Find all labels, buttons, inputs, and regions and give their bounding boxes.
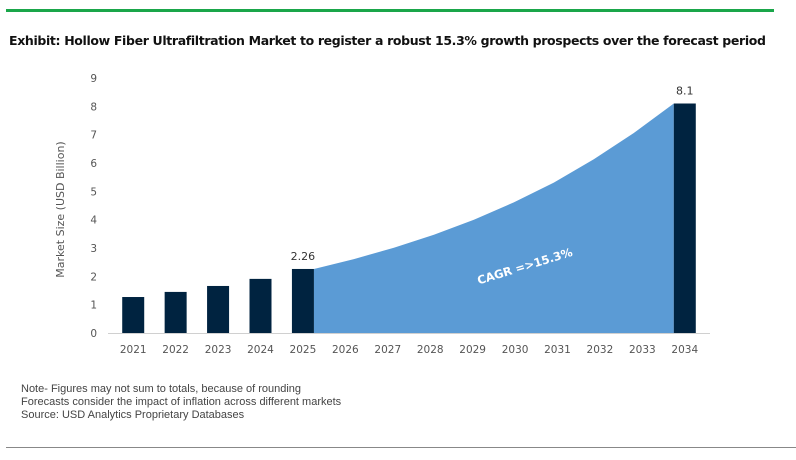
bottom-rule — [6, 447, 796, 448]
exhibit-title: Exhibit: Hollow Fiber Ultrafiltration Ma… — [9, 33, 766, 48]
note-source: Source: USD Analytics Proprietary Databa… — [21, 409, 245, 421]
note-rounding: Note- Figures may not sum to totals, bec… — [21, 383, 302, 395]
y-tick-label: 0 — [90, 328, 97, 340]
x-tick-label: 2024 — [247, 344, 274, 356]
x-tick-label: 2021 — [120, 344, 147, 356]
y-tick-label: 9 — [90, 73, 97, 85]
x-tick-label: 2030 — [502, 344, 529, 356]
x-tick-label: 2033 — [629, 344, 656, 356]
y-tick-label: 4 — [90, 215, 97, 227]
x-tick-label: 2023 — [205, 344, 232, 356]
x-tick-label: 2026 — [332, 344, 359, 356]
bars-layer — [122, 103, 696, 333]
x-tick-label: 2029 — [459, 344, 486, 356]
y-tick-label: 1 — [90, 300, 97, 312]
y-tick-label: 7 — [90, 130, 97, 142]
x-tick-label: 2034 — [671, 344, 698, 356]
y-axis-label: Market Size (USD Billion) — [54, 141, 67, 277]
y-tick-label: 8 — [90, 101, 97, 113]
x-tick-label: 2031 — [544, 344, 571, 356]
y-axis-ticks: 0 1 2 3 4 5 6 7 8 9 — [90, 73, 97, 340]
forecast-growth-area — [313, 103, 674, 333]
bar-2023 — [207, 285, 230, 333]
note-inflation: Forecasts consider the impact of inflati… — [21, 396, 342, 408]
bar-2021 — [122, 297, 145, 333]
bar-2024 — [249, 278, 272, 333]
x-tick-label: 2025 — [290, 344, 317, 356]
data-label-2034: 8.1 — [676, 85, 694, 98]
y-tick-label: 5 — [90, 186, 97, 198]
x-tick-label: 2027 — [374, 344, 401, 356]
bar-2034 — [673, 103, 696, 333]
y-tick-label: 6 — [90, 158, 97, 170]
x-axis-ticks: 2021 2022 2023 2024 2025 2026 2027 2028 2029 2030… — [120, 344, 699, 356]
footnotes: Note- Figures may not sum to totals, bec… — [21, 383, 341, 422]
y-tick-label: 2 — [90, 271, 97, 283]
bar-2022 — [164, 291, 187, 333]
data-label-2025: 2.26 — [291, 250, 316, 263]
x-tick-label: 2032 — [587, 344, 614, 356]
bar-2025 — [291, 268, 314, 333]
forecast-area-layer — [313, 103, 674, 333]
y-tick-label: 3 — [90, 243, 97, 255]
top-green-rule — [6, 9, 774, 12]
x-tick-label: 2022 — [162, 344, 189, 356]
x-tick-label: 2028 — [417, 344, 444, 356]
data-labels: 2.26 8.1 — [291, 85, 694, 263]
